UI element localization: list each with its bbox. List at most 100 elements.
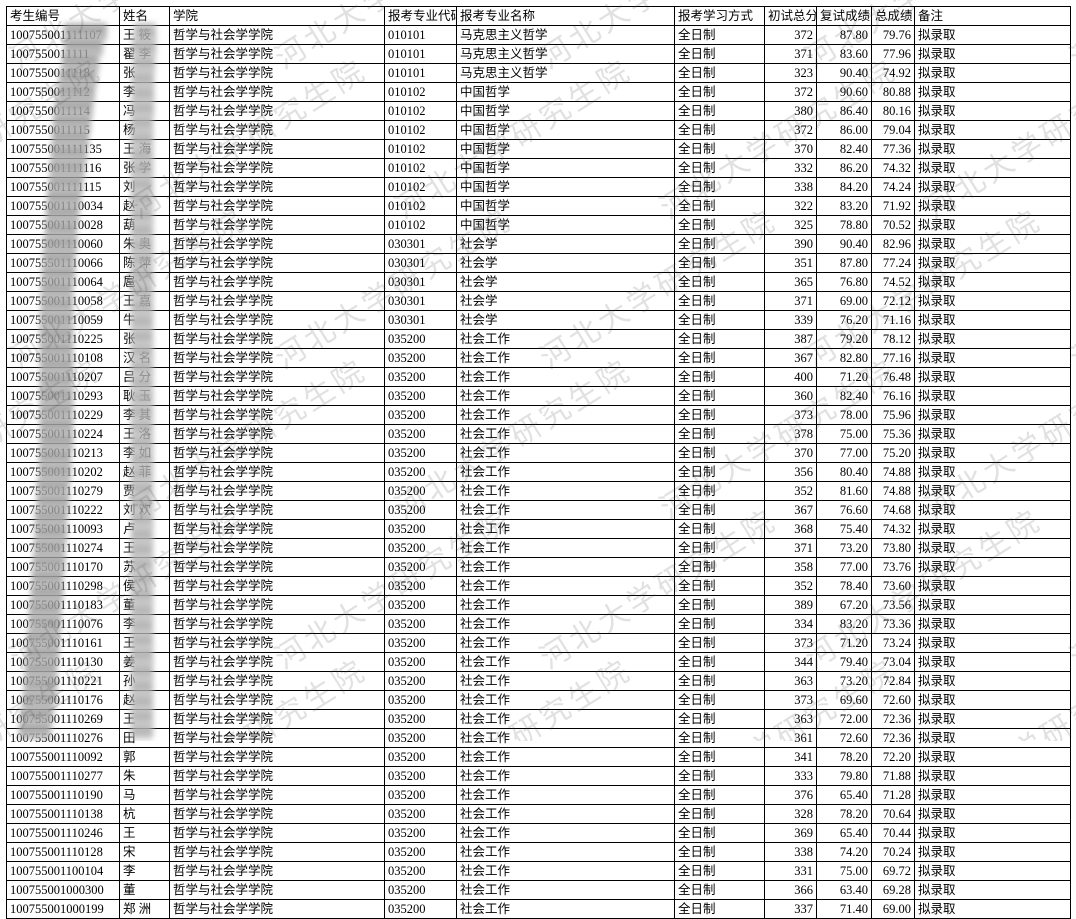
cell-retest-score: 83.60 (816, 44, 872, 64)
cell-first-exam-score: 323 (764, 63, 817, 83)
cell-study-mode: 全日制 (674, 595, 765, 615)
cell-major-name: 社会学 (456, 272, 675, 292)
cell-first-exam-score: 371 (764, 291, 817, 311)
cell-first-exam-score: 332 (764, 158, 817, 178)
cell-remark: 拟录取 (914, 861, 1071, 881)
cell-college: 哲学与社会学学院 (169, 234, 385, 254)
cell-study-mode: 全日制 (674, 120, 765, 140)
table-row: 100755501110066 陈 萍哲学与社会学学院 030301 社会学 全日制 35… (6, 253, 1071, 273)
cell-retest-score: 63.40 (816, 880, 872, 900)
cell-total-score: 73.80 (871, 538, 915, 558)
cell-college: 哲学与社会学学院 (169, 405, 385, 425)
cell-total-score: 74.92 (871, 63, 915, 83)
cell-major-code: 035200 (384, 842, 457, 862)
cell-candidate-id: 100755001110277 (6, 766, 120, 786)
cell-candidate-id: 100755001110269 (6, 709, 120, 729)
cell-first-exam-score: 363 (764, 709, 817, 729)
cell-first-exam-score: 372 (764, 25, 817, 45)
cell-candidate-id: 100755001110202 (6, 462, 120, 482)
cell-total-score: 71.28 (871, 785, 915, 805)
cell-major-name: 中国哲学 (456, 120, 675, 140)
cell-name: 董 (119, 595, 170, 615)
cell-total-score: 72.60 (871, 690, 915, 710)
cell-major-name: 社会工作 (456, 538, 675, 558)
cell-candidate-id: 100755001000199 (6, 899, 120, 919)
cell-college: 哲学与社会学学院 (169, 633, 385, 653)
cell-first-exam-score: 361 (764, 728, 817, 748)
cell-first-exam-score: 372 (764, 82, 817, 102)
cell-first-exam-score: 360 (764, 386, 817, 406)
cell-total-score: 72.20 (871, 747, 915, 767)
cell-remark: 拟录取 (914, 424, 1071, 444)
cell-candidate-id: 100755001110076 (6, 614, 120, 634)
cell-major-name: 社会学 (456, 291, 675, 311)
cell-retest-score: 74.20 (816, 842, 872, 862)
cell-major-name: 社会工作 (456, 690, 675, 710)
cell-college: 哲学与社会学学院 (169, 348, 385, 368)
table-row: 100755001110183 董 哲学与社会学学院 035200 社会工作 全日制 38… (6, 595, 1071, 615)
table-row: 100755001110225 张 哲学与社会学学院 035200 社会工作 全日制 38… (6, 329, 1071, 349)
cell-retest-score: 71.20 (816, 633, 872, 653)
cell-study-mode: 全日制 (674, 785, 765, 805)
cell-remark: 拟录取 (914, 139, 1071, 159)
cell-name: 赵 菲 (119, 462, 170, 482)
cell-candidate-id: 100755001110028 (6, 215, 120, 235)
cell-name: 郑 洲 (119, 899, 170, 919)
cell-remark: 拟录取 (914, 652, 1071, 672)
cell-study-mode: 全日制 (674, 234, 765, 254)
cell-major-code: 030301 (384, 234, 457, 254)
cell-first-exam-score: 376 (764, 785, 817, 805)
cell-name: 苏 (119, 557, 170, 577)
cell-total-score: 82.96 (871, 234, 915, 254)
cell-retest-score: 90.40 (816, 234, 872, 254)
cell-remark: 拟录取 (914, 519, 1071, 539)
cell-college: 哲学与社会学学院 (169, 424, 385, 444)
cell-total-score: 77.24 (871, 253, 915, 273)
cell-study-mode: 全日制 (674, 443, 765, 463)
cell-study-mode: 全日制 (674, 424, 765, 444)
cell-candidate-id: 100755001110092 (6, 747, 120, 767)
cell-major-name: 中国哲学 (456, 215, 675, 235)
cell-college: 哲学与社会学学院 (169, 196, 385, 216)
cell-study-mode: 全日制 (674, 177, 765, 197)
cell-retest-score: 75.40 (816, 519, 872, 539)
cell-remark: 拟录取 (914, 234, 1071, 254)
results-table-container: 考生编号 姓名 学院 报考专业代码 报考专业名称 报考学习方式 初试总分 复试成… (6, 6, 1071, 919)
cell-first-exam-score: 334 (764, 614, 817, 634)
column-header-study-mode: 报考学习方式 (674, 6, 765, 26)
cell-first-exam-score: 322 (764, 196, 817, 216)
table-header: 考生编号 姓名 学院 报考专业代码 报考专业名称 报考学习方式 初试总分 复试成… (6, 6, 1071, 26)
cell-college: 哲学与社会学学院 (169, 386, 385, 406)
cell-name: 李 (119, 861, 170, 881)
cell-major-name: 社会学 (456, 253, 675, 273)
cell-name: 葫 (119, 215, 170, 235)
cell-remark: 拟录取 (914, 462, 1071, 482)
table-row: 100755001110279 贾 哲学与社会学学院 035200 社会工作 全日制 35… (6, 481, 1071, 501)
cell-major-code: 035200 (384, 899, 457, 919)
cell-candidate-id: 100755001110064 (6, 272, 120, 292)
cell-candidate-id: 100755001110274 (6, 538, 120, 558)
cell-name: 朱 (119, 766, 170, 786)
cell-major-code: 010102 (384, 196, 457, 216)
cell-college: 哲学与社会学学院 (169, 367, 385, 387)
table-row: 100755001110229 李 其哲学与社会学学院 035200 社会工作 全日制 3… (6, 405, 1071, 425)
cell-name: 马 (119, 785, 170, 805)
table-row: 100755001110222 刘 欢哲学与社会学学院 035200 社会工作 全日制 3… (6, 500, 1071, 520)
cell-major-code: 035200 (384, 329, 457, 349)
cell-name: 郭 (119, 747, 170, 767)
cell-retest-score: 82.80 (816, 348, 872, 368)
cell-name: 杭 (119, 804, 170, 824)
cell-remark: 拟录取 (914, 386, 1071, 406)
cell-name: 张 学 (119, 158, 170, 178)
cell-major-name: 社会工作 (456, 576, 675, 596)
cell-college: 哲学与社会学学院 (169, 804, 385, 824)
cell-major-code: 010102 (384, 82, 457, 102)
cell-major-name: 社会工作 (456, 880, 675, 900)
cell-major-name: 社会工作 (456, 462, 675, 482)
table-row: 100755001110170 苏 哲学与社会学学院 035200 社会工作 全日制 35… (6, 557, 1071, 577)
cell-study-mode: 全日制 (674, 880, 765, 900)
cell-retest-score: 75.00 (816, 861, 872, 881)
cell-retest-score: 78.40 (816, 576, 872, 596)
cell-study-mode: 全日制 (674, 804, 765, 824)
cell-remark: 拟录取 (914, 443, 1071, 463)
